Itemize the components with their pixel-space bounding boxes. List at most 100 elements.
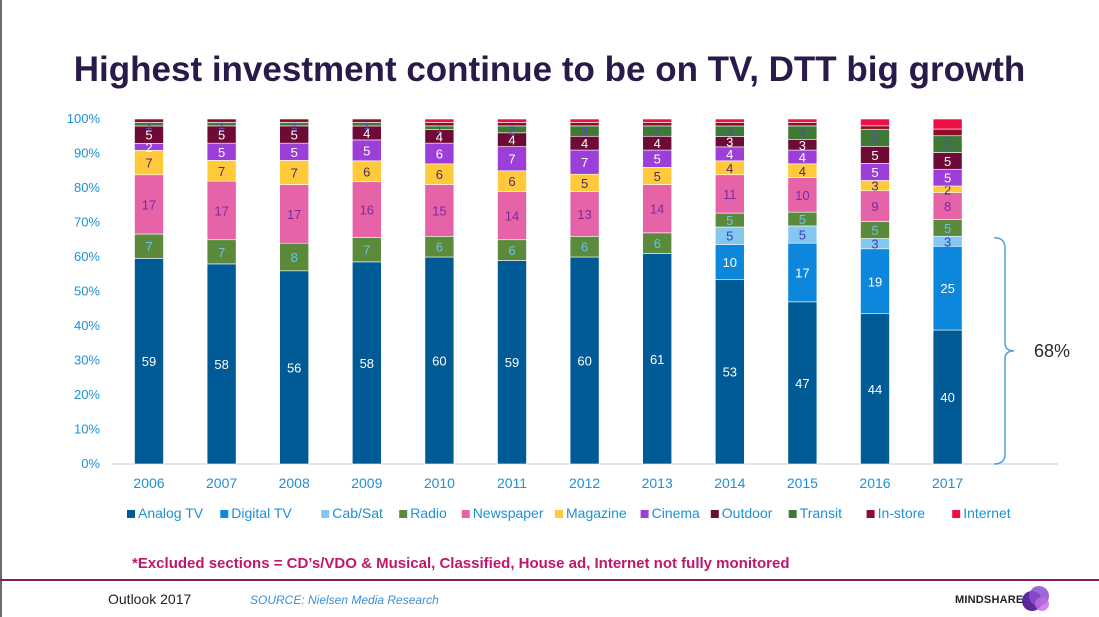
data-label: 7 — [145, 239, 152, 254]
data-label: 5 — [291, 145, 298, 160]
data-label: 8 — [291, 250, 298, 265]
footer-outlook-label: Outlook 2017 — [108, 591, 192, 607]
data-label: 5 — [871, 165, 878, 180]
data-label: 60 — [432, 354, 446, 369]
legend-item: Internet — [963, 505, 1011, 521]
data-label: 5 — [654, 169, 661, 184]
bar-segment — [279, 242, 310, 272]
data-label: 6 — [581, 240, 588, 255]
data-label: 17 — [795, 266, 809, 281]
data-label: 56 — [287, 360, 301, 375]
data-label: 6 — [508, 243, 515, 258]
bar-segment — [860, 190, 890, 222]
legend-item: Transit — [800, 505, 842, 521]
bar-segment — [497, 146, 527, 172]
data-label: 6 — [508, 174, 515, 189]
legend-item: Magazine — [566, 505, 627, 521]
bar-segment — [787, 122, 818, 127]
stacked-bar-chart: 0%10%20%30%40%50%60%70%80%90%100%5971772… — [67, 111, 1070, 521]
data-label: 8 — [944, 199, 951, 214]
data-label: 5 — [218, 145, 225, 160]
legend-swatch — [399, 510, 408, 518]
y-tick-label: 70% — [74, 215, 100, 230]
y-tick-label: 10% — [74, 422, 100, 437]
x-tick-label: 2011 — [497, 475, 527, 491]
legend-swatch — [640, 510, 649, 518]
bar-segment — [351, 261, 382, 465]
data-label: 17 — [142, 197, 156, 212]
data-label: 5 — [726, 213, 733, 228]
data-label: 3 — [871, 237, 878, 252]
data-label: 44 — [868, 382, 882, 397]
y-tick-label: 40% — [74, 318, 100, 333]
bar-segment — [714, 279, 745, 465]
y-tick-label: 80% — [74, 180, 100, 195]
bar-segment — [714, 118, 745, 123]
data-label: 4 — [799, 150, 806, 165]
bar-segment — [424, 118, 455, 123]
bar-segment — [134, 118, 164, 123]
data-label: 5 — [145, 128, 152, 143]
data-label: 5 — [291, 128, 298, 143]
x-tick-label: 2017 — [932, 475, 963, 491]
left-border-line — [0, 0, 2, 617]
x-tick-label: 2016 — [859, 475, 890, 491]
bar-segment — [424, 184, 455, 237]
data-label: 7 — [363, 243, 370, 258]
bar-segment — [642, 122, 673, 127]
legend-swatch — [220, 510, 229, 518]
bar-segment — [351, 237, 382, 263]
data-label: 17 — [214, 203, 228, 218]
bar-segment — [424, 256, 455, 465]
data-label: 58 — [360, 356, 374, 371]
data-label: 4 — [799, 126, 806, 141]
data-label: 5 — [581, 176, 588, 191]
data-label: 1 — [145, 117, 152, 132]
legend-swatch — [461, 510, 470, 518]
data-label: 3 — [944, 234, 951, 249]
data-label: 7 — [508, 152, 515, 167]
data-label: 11 — [723, 187, 737, 202]
bar-segment — [424, 122, 455, 127]
data-label: 1 — [436, 121, 443, 136]
data-label: 10 — [723, 255, 737, 270]
data-label: 4 — [581, 136, 588, 151]
legend-swatch — [555, 510, 563, 518]
bar-segment — [497, 118, 527, 123]
data-label: 5 — [944, 154, 951, 169]
data-label: 16 — [360, 203, 374, 218]
y-tick-label: 90% — [74, 146, 100, 161]
data-label: 58 — [214, 357, 228, 372]
data-label: 1 — [363, 117, 370, 132]
bar-segment — [932, 245, 963, 331]
data-label: 59 — [505, 355, 519, 370]
data-label: 2 — [508, 122, 515, 137]
data-label: 4 — [654, 136, 661, 151]
x-tick-label: 2015 — [787, 475, 818, 491]
bar-segment — [860, 125, 890, 130]
y-tick-label: 100% — [67, 111, 101, 126]
data-label: 6 — [363, 164, 370, 179]
data-label: 5 — [871, 131, 878, 146]
data-label: 5 — [726, 229, 733, 244]
legend-item: Digital TV — [231, 505, 292, 521]
legend-swatch — [710, 510, 719, 518]
data-label: 9 — [871, 199, 878, 214]
data-label: 3 — [726, 135, 733, 150]
x-tick-label: 2013 — [642, 475, 673, 491]
bar-segment — [932, 192, 963, 220]
bar-segment — [860, 248, 890, 315]
data-label: 14 — [650, 202, 664, 217]
mindshare-logo-icon — [1022, 586, 1049, 611]
bar-segment — [714, 122, 745, 127]
bar-segment — [932, 118, 963, 130]
data-label: 10 — [795, 188, 809, 203]
legend-item: Cinema — [652, 505, 700, 521]
data-label: 4 — [508, 133, 515, 148]
data-label: 5 — [363, 143, 370, 158]
legend-swatch — [321, 510, 330, 518]
bar-segment — [787, 177, 818, 213]
data-label: 4 — [363, 126, 370, 141]
data-label: 3 — [799, 138, 806, 153]
data-label: 3 — [726, 124, 733, 139]
